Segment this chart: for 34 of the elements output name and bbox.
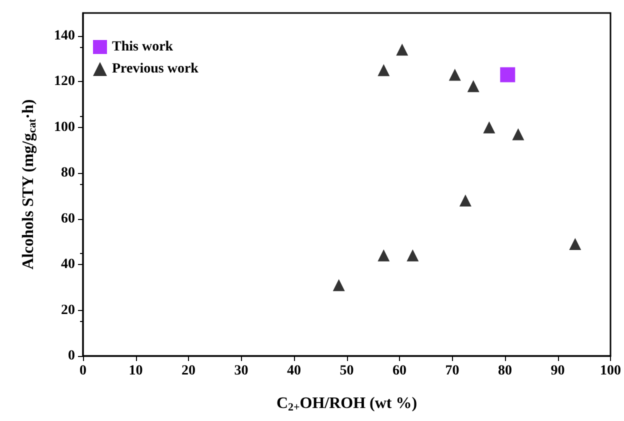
x-tick-label: 20 [182,364,196,378]
x-tick-label: 80 [498,364,512,378]
x-tick-label: 100 [600,364,621,378]
legend-label: Previous work [112,62,199,76]
point [483,121,496,134]
point [569,238,582,250]
point [512,128,524,140]
y-tick-label: 140 [54,28,75,44]
x-tick-label: 40 [287,364,301,378]
point [378,64,390,76]
point [378,249,390,262]
x-tick-label: 60 [392,364,406,378]
x-tick-label: 50 [340,364,354,378]
point [406,249,419,262]
y-tick-label: 40 [61,257,75,272]
point [448,68,461,81]
y-tick-label: 100 [54,120,75,135]
y-tick-label: 80 [61,166,75,181]
x-tick-label: 70 [445,364,460,378]
x-tick-label: 10 [128,364,143,378]
legend-label: This work [112,40,174,54]
y-axis-title: Alcohols STY (mg/gcat·h) [20,99,38,270]
point [459,194,472,207]
x-tick-label: 0 [80,364,86,378]
x-tick-label: 30 [234,364,248,378]
point [396,44,408,56]
y-tick-label: 60 [61,211,75,226]
point [500,67,516,82]
y-tick-label: 120 [54,74,75,90]
point [467,80,480,92]
y-tick-label: 20 [61,302,75,318]
point [332,279,345,292]
x-tick-label: 90 [550,364,565,378]
y-tick-label: 0 [68,348,75,364]
